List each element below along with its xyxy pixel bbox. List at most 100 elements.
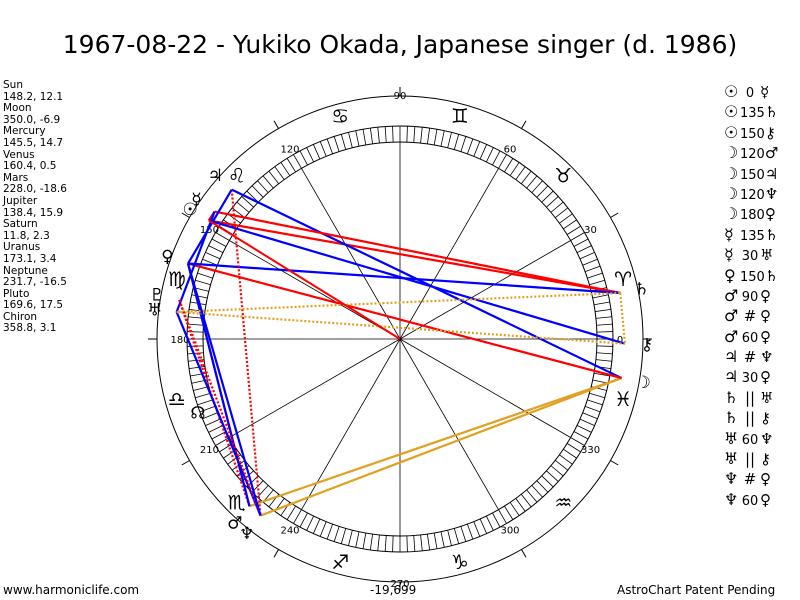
degree-tick bbox=[559, 213, 573, 224]
degree-tick bbox=[541, 190, 554, 203]
mars-icon: ♂ bbox=[764, 144, 779, 163]
house-spoke bbox=[399, 240, 571, 340]
degree-tick bbox=[262, 175, 274, 189]
venus-icon: ♀ bbox=[760, 286, 771, 305]
degree-tick bbox=[369, 128, 373, 144]
degree-label: 60 bbox=[504, 144, 517, 155]
patent-notice: AstroChart Patent Pending bbox=[617, 583, 776, 597]
outer-tick bbox=[181, 460, 190, 466]
planet-values-venus: 160.4, 0.5 bbox=[3, 160, 57, 173]
mars-icon: ♂ bbox=[724, 285, 739, 305]
aspect-angle: 0 bbox=[745, 86, 755, 101]
aspect-row: ♅ || ⚷ bbox=[724, 449, 778, 469]
saturn-icon: ♄ bbox=[764, 266, 779, 285]
degree-tick bbox=[570, 437, 585, 446]
aspect-line-jupiter-venus bbox=[187, 189, 233, 265]
zodiac-sign-icon: ♍ bbox=[168, 267, 186, 291]
degree-tick bbox=[563, 448, 577, 459]
house-spoke bbox=[399, 168, 499, 340]
aspect-row: ☉ 0 ☿ bbox=[724, 82, 778, 102]
aspect-row: ♀ 150♄ bbox=[724, 266, 778, 286]
degree-tick bbox=[509, 162, 520, 176]
venus-icon: ♀ bbox=[760, 327, 771, 346]
moon-icon: ☽ bbox=[724, 143, 739, 163]
planet-name-chiron: Chiron bbox=[3, 310, 38, 323]
north-node-icon: ☊ bbox=[190, 404, 205, 424]
aspect-row: ☽ 120♆ bbox=[724, 184, 778, 204]
degree-label: 240 bbox=[280, 526, 299, 537]
sun-icon: ☉ bbox=[724, 102, 739, 122]
degree-tick bbox=[333, 136, 340, 152]
degree-tick bbox=[504, 505, 514, 520]
degree-tick bbox=[326, 523, 333, 540]
zodiac-sign-icon: ♏ bbox=[228, 490, 246, 514]
degree-label: 150 bbox=[200, 225, 219, 236]
aspect-row: ☽ 120♂ bbox=[724, 143, 778, 163]
aspect-angle: 60 bbox=[741, 330, 759, 346]
aspect-line-saturn-uranus bbox=[176, 291, 621, 314]
degree-tick bbox=[504, 158, 514, 173]
degree-tick bbox=[554, 459, 569, 471]
degree-tick bbox=[579, 251, 595, 260]
degree-label: 180 bbox=[170, 335, 189, 346]
uranus-icon: ♅ bbox=[724, 428, 739, 448]
degree-tick bbox=[541, 475, 554, 488]
degree-tick bbox=[520, 170, 532, 185]
outer-tick bbox=[273, 120, 279, 129]
aspect-angle: 60 bbox=[741, 432, 759, 448]
uranus-icon: ♅ bbox=[760, 246, 774, 265]
degree-tick bbox=[257, 180, 269, 193]
degree-tick bbox=[236, 201, 250, 213]
degree-tick bbox=[515, 498, 526, 512]
aspect-angle: 60 bbox=[741, 493, 759, 509]
aspect-row: ♄ || ♅ bbox=[724, 388, 778, 408]
degree-tick bbox=[333, 526, 340, 542]
degree-tick bbox=[526, 489, 538, 503]
neptune-icon: ♆ bbox=[760, 348, 774, 367]
zodiac-sign-icon: ♈ bbox=[614, 267, 632, 291]
aspect-lines bbox=[175, 188, 627, 517]
degree-tick bbox=[241, 196, 254, 208]
saturn-icon: ♄ bbox=[724, 408, 739, 428]
degree-tick bbox=[563, 219, 577, 230]
degree-tick bbox=[286, 505, 296, 520]
degree-tick bbox=[420, 127, 423, 144]
degree-tick bbox=[570, 232, 585, 241]
chiron-icon: ⚷ bbox=[760, 450, 771, 469]
mars-glyph-icon: ♂ bbox=[227, 514, 242, 534]
zodiac-signs: ♈ ♉ ♊ ♋ ♌ ♍ ♎ ♏ ♐ ♑ ♒ ♓ bbox=[168, 104, 632, 574]
degree-tick bbox=[576, 245, 592, 254]
aspect-row: ♂ 60 ♀ bbox=[724, 327, 778, 347]
degree-ticks bbox=[187, 126, 613, 552]
pluto-icon: ♀ bbox=[760, 470, 771, 489]
aspect-row: ♆ # ♀ bbox=[724, 469, 778, 489]
aspect-row: ☉ 150⚷ bbox=[724, 123, 778, 143]
mercury-glyph-icon: ☿ bbox=[191, 190, 201, 210]
degree-tick bbox=[592, 294, 609, 299]
jupiter-icon: ♃ bbox=[764, 164, 779, 183]
degree-tick bbox=[460, 526, 467, 542]
degree-tick bbox=[205, 251, 221, 260]
aspect-list: ☉ 0 ☿ ☉ 135♄ ☉ 150⚷ ☽ 120♂ ☽ 150♃ ☽ 120♆ ☽ 180♀ ☿ 135♄ ☿ 3… bbox=[724, 82, 778, 510]
degree-tick bbox=[453, 528, 460, 544]
degree-tick bbox=[531, 485, 543, 498]
zodiac-sign-icon: ♊ bbox=[451, 104, 469, 128]
degree-tick bbox=[473, 521, 481, 537]
aspect-row: ♂ # ♀ bbox=[724, 306, 778, 326]
aspect-line-uranus-chiron bbox=[176, 310, 626, 345]
degree-tick bbox=[355, 531, 360, 548]
planet-glyphs: ☊ ☉ ☽ ☿ ♀ ♂ ♃ ♄ ♅ ♆ ♇ ⚷ bbox=[147, 166, 653, 544]
degree-tick bbox=[554, 207, 569, 219]
planet-values-saturn: 11.8, 2.3 bbox=[3, 229, 50, 242]
degree-tick bbox=[251, 185, 264, 198]
degree-tick bbox=[392, 126, 394, 143]
degree-tick bbox=[573, 238, 589, 247]
pluto-icon: ♀ bbox=[760, 307, 771, 326]
degree-tick bbox=[286, 158, 296, 173]
degree-tick bbox=[312, 144, 321, 160]
aspect-line-moon-jupiter bbox=[231, 188, 623, 380]
website-link[interactable]: www.harmoniclife.com bbox=[3, 583, 140, 597]
degree-tick bbox=[195, 392, 211, 399]
planet-values-jupiter: 138.4, 15.9 bbox=[3, 206, 64, 219]
degree-tick bbox=[406, 126, 408, 143]
